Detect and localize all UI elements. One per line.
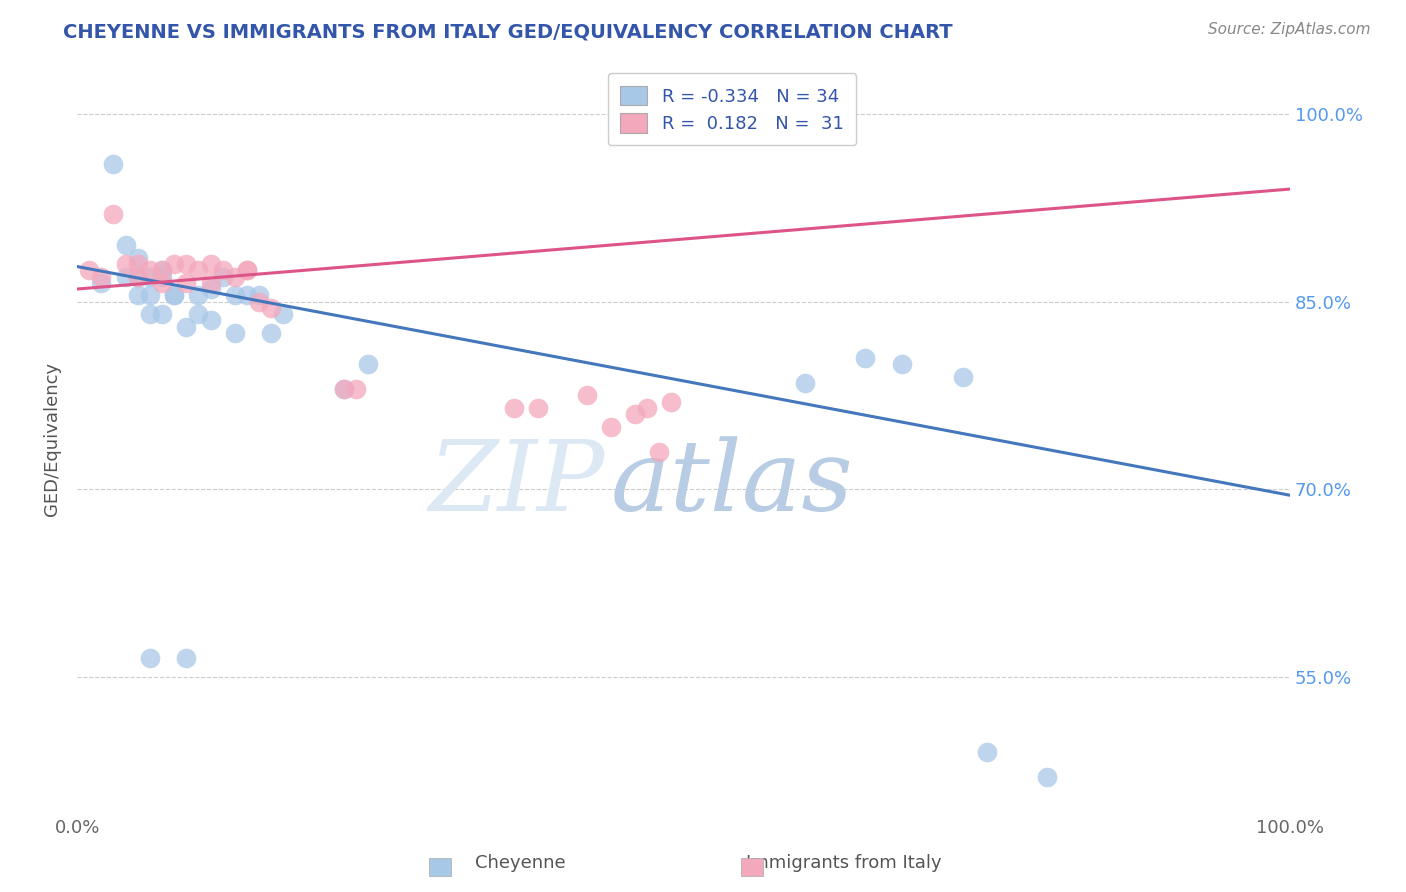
Point <box>90 269 112 284</box>
Point <box>150 263 173 277</box>
Point <box>174 257 197 271</box>
Point <box>174 276 197 290</box>
Point <box>127 269 149 284</box>
Point <box>163 257 186 271</box>
Point <box>236 263 259 277</box>
Point <box>127 251 149 265</box>
Text: atlas: atlas <box>610 436 853 532</box>
Point <box>890 357 912 371</box>
Point <box>236 263 259 277</box>
Point <box>139 288 162 302</box>
Point <box>247 288 270 302</box>
Point <box>187 307 209 321</box>
Point <box>976 744 998 758</box>
Point <box>1036 770 1059 784</box>
Point <box>224 288 246 302</box>
Point <box>200 257 222 271</box>
Point <box>150 263 173 277</box>
Point <box>952 369 974 384</box>
Point <box>200 276 222 290</box>
Text: Source: ZipAtlas.com: Source: ZipAtlas.com <box>1208 22 1371 37</box>
Point <box>211 269 233 284</box>
Point <box>200 313 222 327</box>
Point <box>333 382 356 396</box>
Point <box>211 263 233 277</box>
Point <box>139 307 162 321</box>
Point <box>224 269 246 284</box>
Point <box>114 238 136 252</box>
Point <box>271 307 294 321</box>
Point <box>127 288 149 302</box>
Point <box>187 263 209 277</box>
Text: Immigrants from Italy: Immigrants from Italy <box>745 855 942 872</box>
Point <box>127 257 149 271</box>
Point <box>163 288 186 302</box>
Point <box>599 419 621 434</box>
Text: ZIP: ZIP <box>429 436 605 532</box>
Point <box>139 269 162 284</box>
Point <box>139 650 162 665</box>
Point <box>150 269 173 284</box>
Point <box>357 357 380 371</box>
Point <box>187 288 209 302</box>
Point <box>855 351 877 365</box>
Point <box>77 263 100 277</box>
Point <box>127 269 149 284</box>
Point <box>648 444 671 458</box>
Point <box>575 388 598 402</box>
Point <box>174 650 197 665</box>
Point <box>260 326 283 340</box>
Point <box>333 382 356 396</box>
Point <box>624 407 647 421</box>
Point <box>150 307 173 321</box>
Point <box>163 288 186 302</box>
Point <box>103 207 125 221</box>
Text: CHEYENNE VS IMMIGRANTS FROM ITALY GED/EQUIVALENCY CORRELATION CHART: CHEYENNE VS IMMIGRANTS FROM ITALY GED/EQ… <box>63 22 953 41</box>
Point <box>527 401 550 415</box>
Point <box>344 382 367 396</box>
Point <box>224 326 246 340</box>
Point <box>200 282 222 296</box>
Text: Cheyenne: Cheyenne <box>475 855 565 872</box>
Point <box>150 276 173 290</box>
Point <box>114 269 136 284</box>
Point <box>139 263 162 277</box>
Point <box>103 157 125 171</box>
Point <box>661 394 683 409</box>
Point <box>502 401 524 415</box>
Point <box>247 294 270 309</box>
Point <box>793 376 815 390</box>
Legend: R = -0.334   N = 34, R =  0.182   N =  31: R = -0.334 N = 34, R = 0.182 N = 31 <box>607 73 856 145</box>
Point <box>114 257 136 271</box>
Point <box>260 301 283 315</box>
Y-axis label: GED/Equivalency: GED/Equivalency <box>44 362 60 516</box>
Point <box>90 276 112 290</box>
Point <box>174 319 197 334</box>
Point <box>636 401 658 415</box>
Point <box>236 288 259 302</box>
